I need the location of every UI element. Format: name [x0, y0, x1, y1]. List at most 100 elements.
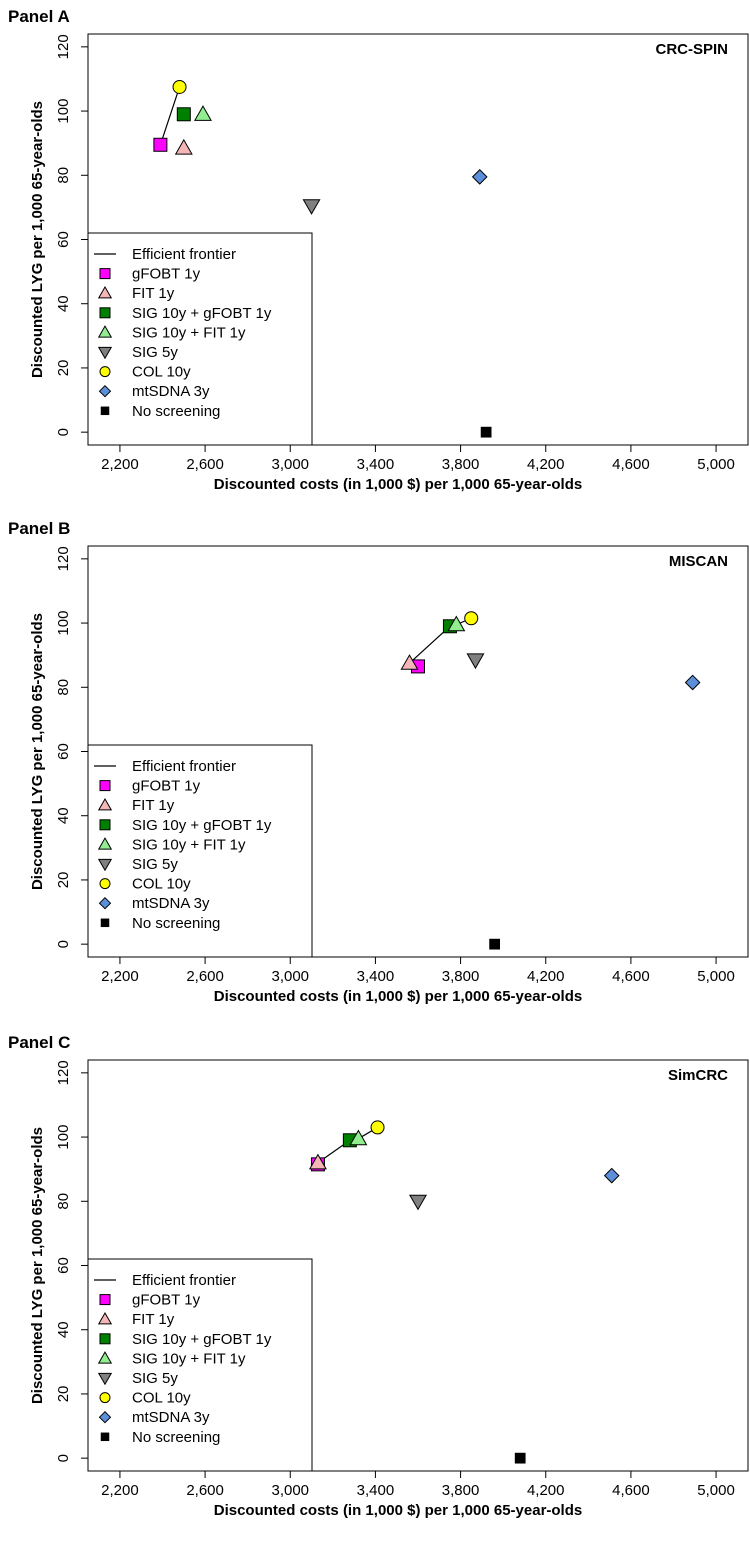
x-axis-title: Discounted costs (in 1,000 $) per 1,000 … [214, 476, 582, 493]
data-point-sig5 [409, 1194, 427, 1211]
legend-swatch-sig_fit [97, 325, 113, 338]
y-tick-label: 100 [55, 611, 72, 636]
x-tick-label: 5,000 [697, 456, 735, 473]
legend-swatch-mtsdna [98, 384, 112, 398]
y-tick-label: 100 [55, 1125, 72, 1150]
y-axis-title: Discounted LYG per 1,000 65-year-olds [29, 613, 46, 890]
x-tick-label: 5,000 [697, 1482, 735, 1499]
legend-label-fit: FIT 1y [132, 797, 175, 814]
y-tick-label: 60 [55, 231, 72, 248]
legend-label-sig_gfobt: SIG 10y + gFOBT 1y [132, 1331, 272, 1348]
x-tick-label: 4,600 [612, 456, 650, 473]
legend-swatch-mtsdna [98, 1410, 112, 1424]
y-tick-label: 40 [55, 1321, 72, 1338]
legend-swatch-fit [97, 797, 113, 811]
x-tick-label: 2,600 [186, 968, 224, 985]
data-point-col [172, 79, 187, 94]
legend-swatch-mtsdna [98, 896, 112, 910]
scatter-chart: Panel A CRC-SPIN 2,200 2,600 3,000 3,400 3,800… [8, 7, 749, 493]
x-tick-label: 2,200 [101, 456, 139, 473]
data-point-fit [400, 654, 419, 670]
legend-label-sig5: SIG 5y [132, 1370, 178, 1387]
x-axis-title: Discounted costs (in 1,000 $) per 1,000 … [214, 988, 582, 1005]
x-tick-label: 3,000 [271, 456, 309, 473]
legend: Efficient frontier gFOBT 1y FIT 1y SIG 10y … [87, 232, 313, 446]
legend-label-sig5: SIG 5y [132, 344, 178, 361]
x-tick-label: 4,600 [612, 1482, 650, 1499]
legend-label-gfobt: gFOBT 1y [132, 266, 201, 283]
legend: Efficient frontier gFOBT 1y FIT 1y SIG 10y … [87, 1258, 313, 1472]
x-tick-label: 3,400 [357, 968, 395, 985]
legend-label-mtsdna: mtSDNA 3y [132, 895, 210, 912]
data-point-fit [174, 138, 193, 155]
x-tick-label: 3,000 [271, 1482, 309, 1499]
legend-label-none: No screening [132, 1429, 220, 1446]
legend-frame [87, 232, 313, 446]
efficient-frontier-line [409, 617, 472, 664]
x-tick-label: 2,200 [101, 968, 139, 985]
x-tick-label: 3,400 [357, 456, 395, 473]
x-tick-label: 4,600 [612, 968, 650, 985]
legend-swatch-sig_fit [97, 837, 113, 850]
legend-label-sig_gfobt: SIG 10y + gFOBT 1y [132, 305, 272, 322]
legend-swatch-gfobt [99, 780, 111, 792]
model-label: MISCAN [669, 553, 728, 570]
y-tick-label: 60 [55, 743, 72, 760]
data-point-sig_fit [193, 105, 212, 121]
x-tick-label: 4,200 [527, 1482, 565, 1499]
data-point-col [464, 611, 479, 626]
legend-swatch-fit [97, 1311, 113, 1325]
legend-label-gfobt: gFOBT 1y [132, 1292, 201, 1309]
legend-label-mtsdna: mtSDNA 3y [132, 383, 210, 400]
x-tick-label: 4,200 [527, 456, 565, 473]
data-point-sig5 [302, 199, 321, 215]
y-tick-label: 20 [55, 1386, 72, 1403]
legend-label-sig5: SIG 5y [132, 856, 178, 873]
legend-swatch-none [100, 1432, 110, 1442]
scatter-chart: Panel C SimCRC 2,200 2,600 3,000 3,400 3,800 4,… [8, 1033, 749, 1519]
y-tick-label: 40 [55, 807, 72, 824]
x-tick-label: 3,000 [271, 968, 309, 985]
data-point-none [514, 1452, 526, 1464]
data-point-sig_fit [349, 1129, 368, 1146]
legend-swatch-gfobt [99, 1294, 111, 1306]
y-tick-label: 80 [55, 679, 72, 696]
model-label: SimCRC [668, 1067, 728, 1084]
x-tick-label: 5,000 [697, 968, 735, 985]
x-tick-label: 4,200 [527, 968, 565, 985]
legend-swatch-col [99, 878, 111, 890]
data-point-mtsdna [603, 1167, 620, 1184]
legend-swatch-sig5 [97, 858, 113, 872]
x-tick-label: 2,600 [186, 1482, 224, 1499]
x-axis-title: Discounted costs (in 1,000 $) per 1,000 … [214, 1502, 582, 1519]
x-tick-label: 2,600 [186, 456, 224, 473]
data-point-fit [308, 1153, 327, 1170]
legend-label-col: COL 10y [132, 1390, 191, 1407]
efficient-frontier-line [159, 86, 181, 145]
x-tick-label: 2,200 [101, 1482, 139, 1499]
y-tick-label: 60 [55, 1257, 72, 1274]
legend-swatch-col [99, 1392, 111, 1404]
y-tick-label: 80 [55, 1193, 72, 1210]
y-axis-title: Discounted LYG per 1,000 65-year-olds [29, 101, 46, 378]
y-tick-label: 20 [55, 872, 72, 889]
legend-label-mtsdna: mtSDNA 3y [132, 1409, 210, 1426]
panel-b: Panel B MISCAN 2,200 2,600 3,000 3,400 3,800 4,… [0, 512, 750, 1024]
data-point-none [480, 426, 492, 438]
data-point-mtsdna [471, 169, 488, 185]
y-tick-label: 0 [55, 428, 72, 436]
legend-label-sig_gfobt: SIG 10y + gFOBT 1y [132, 817, 272, 834]
y-tick-label: 100 [55, 99, 72, 124]
legend-swatch-sig_fit [97, 1351, 113, 1364]
data-point-mtsdna [684, 674, 701, 691]
legend-swatch-gfobt [99, 268, 111, 280]
panel-a: Panel A CRC-SPIN 2,200 2,600 3,000 3,400 3,800… [0, 0, 750, 512]
data-point-sig_gfobt [176, 107, 191, 122]
legend-label-gfobt: gFOBT 1y [132, 778, 201, 795]
legend-label-col: COL 10y [132, 876, 191, 893]
legend-frame [87, 744, 313, 958]
legend-swatch-sig_gfobt [99, 307, 111, 319]
legend-frame [87, 1258, 313, 1472]
scatter-chart: Panel B MISCAN 2,200 2,600 3,000 3,400 3,800 4,… [8, 519, 749, 1005]
x-tick-label: 3,400 [357, 1482, 395, 1499]
